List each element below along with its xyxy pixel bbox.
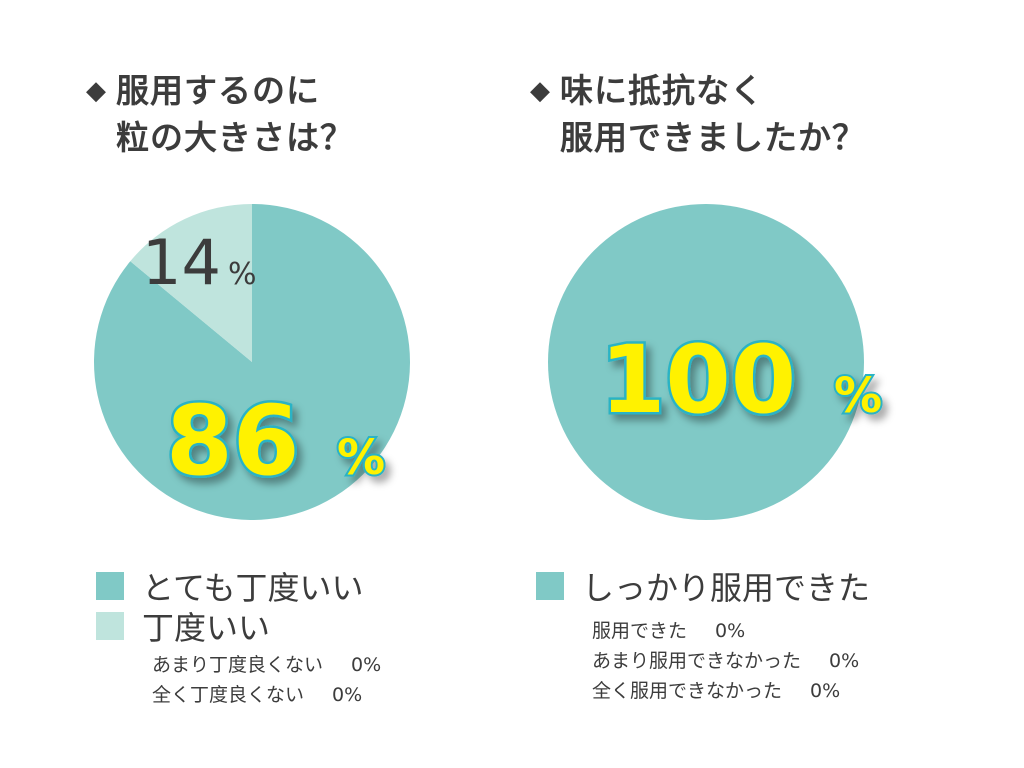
chart-title-line-1: 味に抵抗なく — [560, 71, 764, 110]
zero-result-label: あまり丁度良くない — [152, 654, 324, 676]
chart-title: ◆ 服用するのに 粒の大きさは？ — [86, 68, 354, 162]
pie-label-big-value: 100 — [600, 326, 796, 435]
pie-label-big-unit: % — [834, 368, 882, 424]
pie-label-small-unit: % — [228, 257, 257, 292]
legend-swatch-primary — [536, 572, 564, 600]
pie-slice — [130, 204, 252, 362]
pie-label-small-value: 14 — [142, 226, 221, 299]
zero-result-value: 0% — [829, 650, 860, 672]
chart-title-line-2: 服用できましたか？ — [560, 117, 866, 157]
legend-item-very-good: とても丁度いい — [96, 566, 364, 607]
zero-result-row: あまり服用できなかった 0% — [592, 646, 859, 676]
legend: しっかり服用できた — [536, 566, 871, 607]
zero-result-row: あまり丁度良くない 0% — [152, 650, 381, 680]
chart-title-line-1: 服用するのに — [116, 71, 320, 110]
pie-chart-grain-size: 14 % 86 % — [94, 204, 410, 520]
legend-label: とても丁度いい — [142, 569, 364, 607]
diamond-icon: ◆ — [530, 76, 551, 106]
chart-title: ◆ 味に抵抗なく 服用できましたか？ — [530, 68, 866, 162]
zero-result-value: 0% — [715, 620, 746, 642]
chart-panel-grain-size: ◆ 服用するのに 粒の大きさは？ 14 % 86 % とても丁度いい 丁度いい — [86, 68, 410, 710]
zero-result-label: 服用できた — [592, 620, 688, 642]
legend-swatch-primary — [96, 572, 124, 600]
legend-label: しっかり服用できた — [582, 569, 871, 607]
zero-result-label: 全く服用できなかった — [592, 680, 783, 702]
pie-label-big-unit: % — [337, 430, 385, 486]
zero-result-row: 服用できた 0% — [592, 616, 859, 646]
zero-result-value: 0% — [332, 684, 363, 706]
zero-result-value: 0% — [810, 680, 841, 702]
pie-label-big-value: 86 — [166, 385, 300, 497]
zero-result-row: 全く丁度良くない 0% — [152, 680, 381, 710]
legend-item-fully-taken: しっかり服用できた — [536, 566, 871, 607]
chart-panel-taste: ◆ 味に抵抗なく 服用できましたか？ 100 % しっかり服用できた 服用できた 0… — [512, 0, 1024, 768]
legend-label: 丁度いい — [142, 609, 271, 647]
pie-chart-taste: 100 % — [548, 204, 884, 520]
zero-result-label: あまり服用できなかった — [592, 650, 802, 672]
diamond-icon: ◆ — [86, 76, 107, 106]
pie-slice — [548, 204, 864, 520]
chart-title-line-2: 粒の大きさは？ — [116, 117, 354, 157]
zero-result-label: 全く丁度良くない — [152, 684, 305, 706]
legend-item-good: 丁度いい — [96, 606, 363, 647]
zero-result-row: 全く服用できなかった 0% — [592, 676, 859, 706]
zero-result-value: 0% — [351, 654, 382, 676]
legend-swatch-secondary — [96, 612, 124, 640]
legend: とても丁度いい 丁度いい — [96, 566, 364, 647]
zero-results-list: あまり丁度良くない 0% 全く丁度良くない 0% — [152, 650, 381, 710]
zero-results-list: 服用できた 0% あまり服用できなかった 0% 全く服用できなかった 0% — [592, 616, 859, 706]
